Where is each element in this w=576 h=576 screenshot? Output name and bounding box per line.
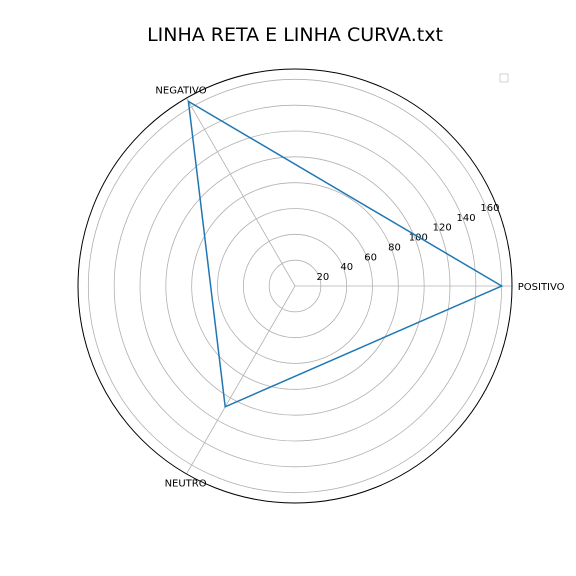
tick-label-60: 60 xyxy=(364,252,377,263)
angular-spokes xyxy=(186,97,512,475)
radial-tick-labels: 20 40 60 80 100 120 140 160 xyxy=(316,203,499,283)
chart-title: LINHA RETA E LINHA CURVA.txt xyxy=(147,24,443,46)
category-labels: POSITIVO NEGATIVO NEUTRO xyxy=(155,86,564,490)
spoke-neutro xyxy=(186,285,296,475)
tick-label-160: 160 xyxy=(480,203,499,214)
outer-frame xyxy=(77,68,513,504)
legend xyxy=(499,73,509,83)
category-label-negativo: NEGATIVO xyxy=(155,86,206,97)
tick-label-40: 40 xyxy=(340,262,353,273)
tick-label-100: 100 xyxy=(409,233,428,244)
series-line-0 xyxy=(187,99,504,408)
tick-label-20: 20 xyxy=(316,272,329,283)
tick-label-140: 140 xyxy=(457,213,476,224)
tick-label-80: 80 xyxy=(388,242,401,253)
spoke-negativo xyxy=(186,97,296,287)
category-label-neutro: NEUTRO xyxy=(165,478,207,489)
series-layer xyxy=(187,99,504,408)
category-label-positivo: POSITIVO xyxy=(518,282,565,293)
tick-label-120: 120 xyxy=(433,223,452,234)
